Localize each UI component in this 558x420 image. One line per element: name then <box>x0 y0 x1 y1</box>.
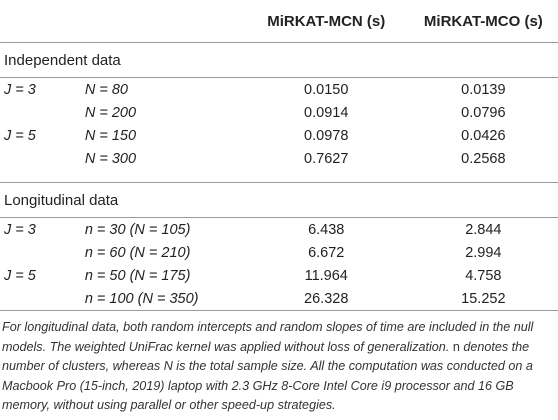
j-cell: J = 5 <box>4 127 36 144</box>
j-cell <box>0 287 85 311</box>
n-cell: N = 300 <box>84 150 137 167</box>
mco-cell: 0.0139 <box>461 81 506 98</box>
table-row: N = 200 0.0914 0.0796 <box>0 101 558 124</box>
table-row: n = 60 (N = 210) 6.672 2.994 <box>0 241 558 264</box>
j-cell: J = 3 <box>4 81 36 98</box>
mcn-cell: 0.0914 <box>304 104 349 121</box>
mcn-cell: 0.0150 <box>304 81 349 98</box>
n-cell: n = 50 (N = 175) <box>84 267 191 284</box>
mcn-cell: 11.964 <box>304 267 348 284</box>
j-cell <box>0 101 85 124</box>
j-cell: J = 5 <box>4 267 36 284</box>
section-title: Longitudinal data <box>4 191 119 209</box>
table-row: J = 3 N = 80 0.0150 0.0139 <box>0 77 558 102</box>
timing-table: MiRKAT-MCN (s) MiRKAT-MCO (s) Independen… <box>0 0 558 311</box>
mco-cell: 2.844 <box>465 221 502 238</box>
mcn-cell: 6.672 <box>308 244 345 261</box>
table-header-row: MiRKAT-MCN (s) MiRKAT-MCO (s) <box>0 0 558 43</box>
table-row: n = 100 (N = 350) 26.328 15.252 <box>0 287 558 311</box>
mco-cell: 0.2568 <box>461 150 506 167</box>
j-cell <box>0 147 85 170</box>
mcn-cell: 26.328 <box>304 290 349 307</box>
table-row: N = 300 0.7627 0.2568 <box>0 147 558 170</box>
table-row: J = 5 N = 150 0.0978 0.0426 <box>0 124 558 147</box>
mcn-cell: 0.0978 <box>304 127 349 144</box>
mco-cell: 0.0426 <box>461 127 506 144</box>
mcn-cell: 6.438 <box>308 221 345 238</box>
mco-cell: 2.994 <box>465 244 502 261</box>
mcn-cell: 0.7627 <box>304 150 349 167</box>
mco-cell: 0.0796 <box>461 104 506 121</box>
section-title: Independent data <box>4 51 121 69</box>
section-longitudinal: Longitudinal data <box>0 182 558 218</box>
n-cell: N = 80 <box>84 81 128 98</box>
mco-cell: 15.252 <box>461 290 506 307</box>
mco-cell: 4.758 <box>465 267 502 284</box>
n-cell: n = 100 (N = 350) <box>84 290 199 307</box>
n-cell: n = 30 (N = 105) <box>84 221 191 238</box>
n-cell: N = 200 <box>84 104 137 121</box>
section-independent: Independent data <box>0 42 558 78</box>
header-mco: MiRKAT-MCO (s) <box>423 12 543 30</box>
n-cell: N = 150 <box>84 127 137 144</box>
j-cell <box>0 241 85 264</box>
table-footnote: For longitudinal data, both random inter… <box>2 320 534 413</box>
j-cell: J = 3 <box>4 221 36 238</box>
header-mcn: MiRKAT-MCN (s) <box>267 12 386 30</box>
table-row: J = 3 n = 30 (N = 105) 6.438 2.844 <box>0 217 558 242</box>
n-cell: n = 60 (N = 210) <box>84 244 191 261</box>
table-row: J = 5 n = 50 (N = 175) 11.964 4.758 <box>0 264 558 287</box>
